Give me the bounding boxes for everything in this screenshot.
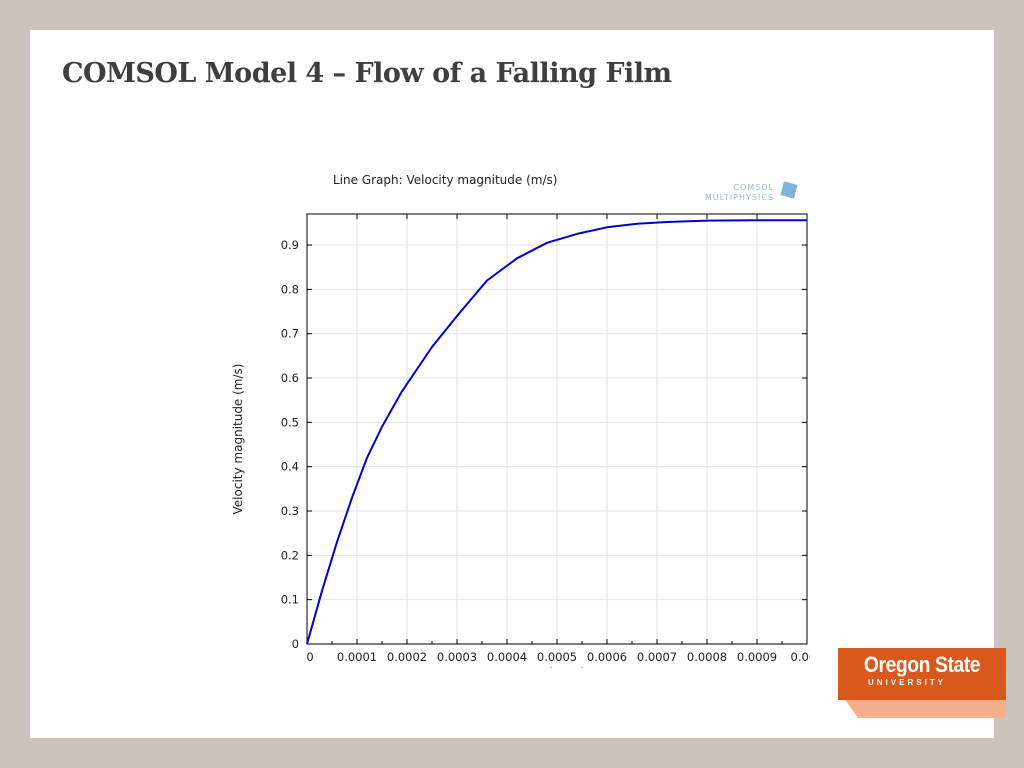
x-tick-label: 0 bbox=[306, 650, 313, 664]
y-tick-label: 0.9 bbox=[281, 238, 299, 252]
logo-box: Oregon State UNIVERSITY bbox=[838, 648, 1006, 700]
logo-name: Oregon State bbox=[863, 652, 981, 677]
y-tick-label: 0.8 bbox=[281, 282, 299, 296]
x-tick-label: 0.001 bbox=[791, 650, 810, 664]
slide: COMSOL Model 4 – Flow of a Falling Film … bbox=[30, 30, 994, 738]
y-axis-label: Velocity magnitude (m/s) bbox=[231, 364, 245, 515]
y-tick-label: 0.2 bbox=[281, 548, 299, 562]
x-tick-label: 0.0004 bbox=[487, 650, 527, 664]
y-tick-label: 0.5 bbox=[281, 415, 299, 429]
velocity-series-line bbox=[306, 219, 807, 645]
x-tick-label: 0.0006 bbox=[587, 650, 627, 664]
comsol-watermark-line1: COMSOL bbox=[733, 183, 774, 192]
x-tick-label: 0.0002 bbox=[387, 650, 427, 664]
comsol-cube-icon bbox=[780, 181, 798, 199]
x-tick-label: 0.0001 bbox=[337, 650, 377, 664]
x-tick-label: 0.0009 bbox=[737, 650, 777, 664]
velocity-line-chart: Line Graph: Velocity magnitude (m/s) COMS… bbox=[231, 173, 810, 668]
y-tick-label: 0.7 bbox=[281, 327, 299, 341]
chart-container: Line Graph: Velocity magnitude (m/s) COMS… bbox=[190, 138, 810, 668]
y-tick-label: 0 bbox=[292, 637, 299, 651]
x-tick-label: 0.0005 bbox=[537, 650, 577, 664]
y-tick-label: 0.3 bbox=[281, 504, 299, 518]
x-axis-label: Arc length bbox=[526, 666, 588, 668]
x-tick-label: 0.0008 bbox=[687, 650, 727, 664]
oregon-state-logo: Oregon State UNIVERSITY bbox=[838, 648, 1006, 718]
x-tick-label: 0.0007 bbox=[637, 650, 677, 664]
y-tick-label: 0.4 bbox=[281, 460, 299, 474]
comsol-watermark-line2: MULTIPHYSICS bbox=[705, 193, 774, 202]
y-tick-label: 0.6 bbox=[281, 371, 299, 385]
chart-title: Line Graph: Velocity magnitude (m/s) bbox=[333, 173, 557, 187]
slide-title: COMSOL Model 4 – Flow of a Falling Film bbox=[62, 58, 672, 89]
x-tick-label: 0.0003 bbox=[437, 650, 477, 664]
y-tick-label: 0.1 bbox=[281, 593, 299, 607]
logo-subtitle: UNIVERSITY bbox=[868, 678, 947, 687]
